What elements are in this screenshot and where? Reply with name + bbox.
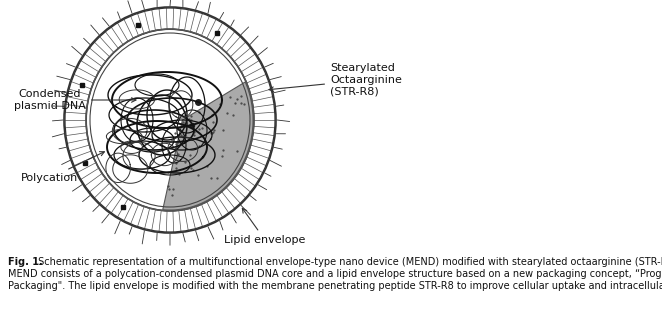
Polygon shape <box>163 82 253 210</box>
Text: Packaging". The lipid envelope is modified with the membrane penetrating peptide: Packaging". The lipid envelope is modifi… <box>8 281 662 291</box>
Ellipse shape <box>59 2 281 238</box>
Ellipse shape <box>87 30 253 210</box>
Text: Condensed
plasmid DNA: Condensed plasmid DNA <box>14 89 136 111</box>
Text: Lipid envelope: Lipid envelope <box>224 208 306 245</box>
Text: Fig. 1.: Fig. 1. <box>8 257 43 267</box>
Text: Polycation: Polycation <box>21 152 105 183</box>
Text: Stearylated
Octaarginine
(STR-R8): Stearylated Octaarginine (STR-R8) <box>269 63 402 97</box>
Text: Schematic representation of a multifunctional envelope-type nano device (MEND) m: Schematic representation of a multifunct… <box>35 257 662 267</box>
Text: MEND consists of a polycation-condensed plasmid DNA core and a lipid envelope st: MEND consists of a polycation-condensed … <box>8 269 662 279</box>
